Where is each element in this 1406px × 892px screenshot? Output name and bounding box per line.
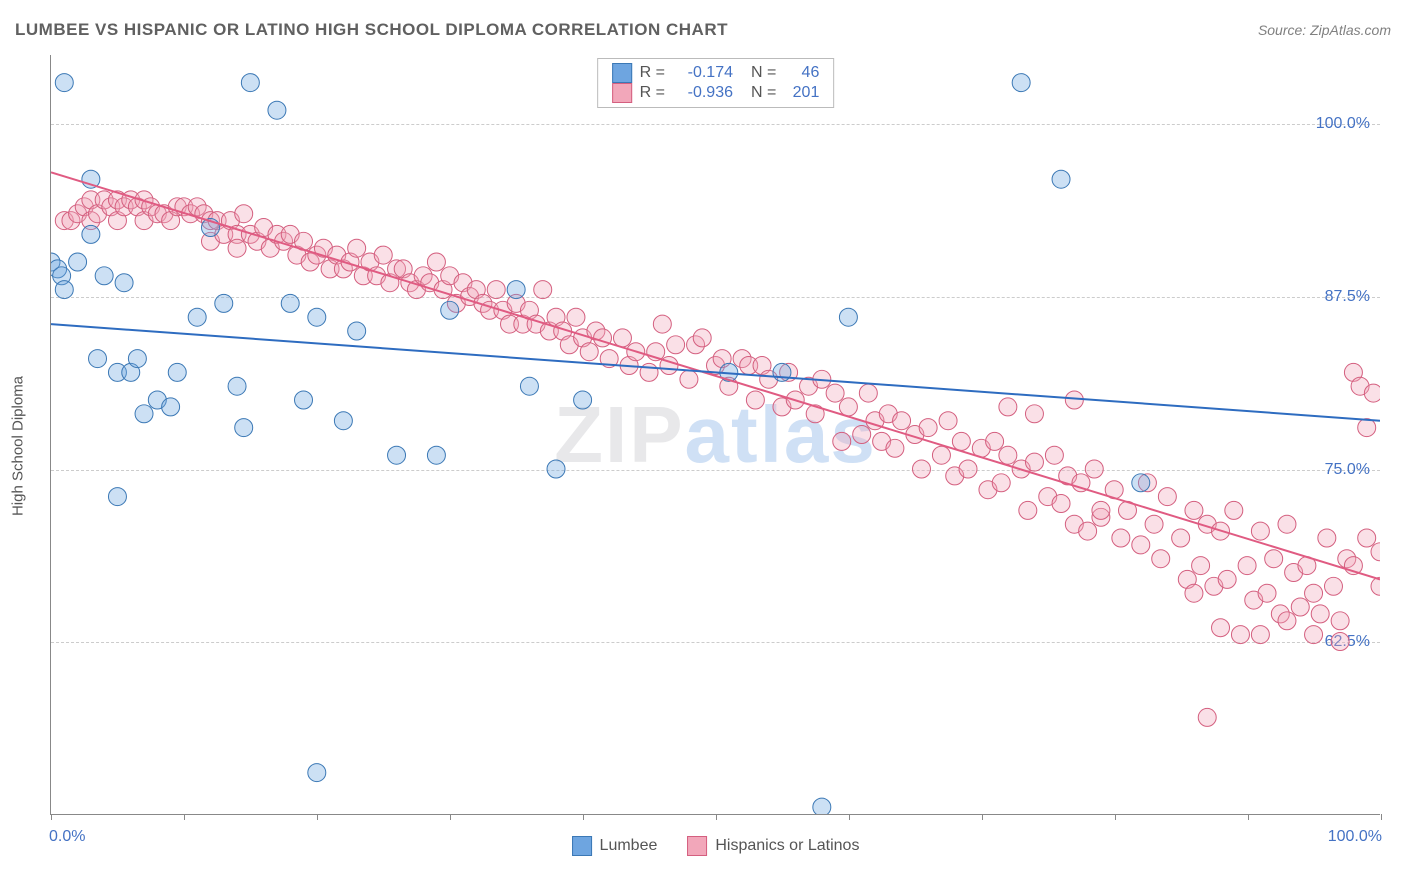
lumbee-n-value: 46 [784,64,819,82]
legend-row-hispanic: R = -0.936 N = 201 [612,83,820,103]
source-attribution: Source: ZipAtlas.com [1258,22,1391,38]
lumbee-swatch [612,63,632,83]
series-legend: Lumbee Hispanics or Latinos [572,836,860,856]
x-max-label: 100.0% [1328,828,1382,846]
hispanic-swatch [612,83,632,103]
lumbee-swatch [572,836,592,856]
hispanic-swatch [687,836,707,856]
chart-svg [51,55,1380,814]
legend-item-lumbee: Lumbee [572,836,658,856]
plot-area: ZIPatlas R = -0.174 N = 46 R = -0.936 N … [50,55,1380,815]
legend-row-lumbee: R = -0.174 N = 46 [612,63,820,83]
n-label: N = [751,64,776,82]
n-label: N = [751,84,776,102]
correlation-legend: R = -0.174 N = 46 R = -0.936 N = 201 [597,58,835,108]
r-label: R = [640,84,665,102]
chart-title: LUMBEE VS HISPANIC OR LATINO HIGH SCHOOL… [15,20,728,40]
lumbee-label: Lumbee [600,837,658,855]
y-axis-label: High School Diploma [10,376,27,516]
hispanic-n-value: 201 [784,84,819,102]
lumbee-r-value: -0.174 [673,64,733,82]
r-label: R = [640,64,665,82]
hispanic-label: Hispanics or Latinos [715,837,859,855]
x-min-label: 0.0% [49,828,85,846]
hispanic-r-value: -0.936 [673,84,733,102]
legend-item-hispanic: Hispanics or Latinos [687,836,859,856]
